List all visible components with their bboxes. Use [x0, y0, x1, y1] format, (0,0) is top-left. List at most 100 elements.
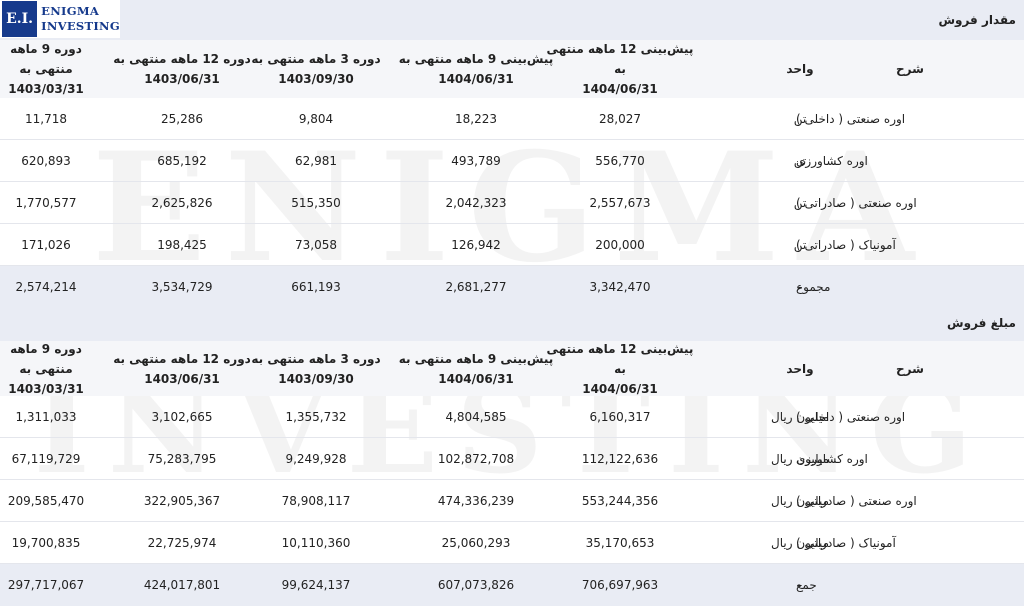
column-header-period: دوره 3 ماهه منتهی به 1403/09/30 [241, 341, 391, 396]
row-label: آمونیاک ( صادراتی ) [796, 238, 896, 252]
column-header-period: دوره 12 ماهه منتهی به 1403/06/31 [97, 341, 267, 396]
column-header-title: پیش‌بینی 9 ماهه منتهی به [398, 351, 554, 366]
row-value: 2,557,673 [589, 196, 651, 210]
row-unit: میلیون ریال [771, 494, 829, 508]
column-header-date: 1404/06/31 [582, 82, 658, 96]
row-value: 515,350 [291, 196, 341, 210]
column-header-title: دوره 9 ماهه منتهی به [10, 42, 82, 76]
column-header-date: 1404/06/31 [582, 381, 658, 396]
column-header-unit: واحد [760, 341, 840, 396]
row-value: 474,336,239 [437, 494, 515, 508]
row-value: 1,311,033 [15, 410, 77, 424]
row-value: 6,160,317 [589, 410, 651, 424]
row-value: 424,017,801 [143, 578, 221, 592]
column-header-date: 1403/09/30 [278, 371, 354, 386]
table-row: آمونیاک ( صادراتی ) تن 200,000 126,942 73,05… [0, 224, 1024, 266]
row-unit: میلیون ریال [771, 536, 829, 550]
row-label: اوره کشاورزی [796, 154, 868, 168]
column-header-title: پیش‌بینی 12 ماهه منتهی به [546, 42, 694, 76]
row-label: اوره صنعتی ( داخلی ) [796, 112, 906, 126]
row-value: 19,700,835 [11, 536, 81, 550]
row-value: 493,789 [451, 154, 501, 168]
row-divider [0, 437, 1024, 438]
column-header-period: پیش‌بینی 9 ماهه منتهی به 1404/06/31 [386, 341, 566, 396]
row-label: مجموع [796, 280, 831, 294]
column-header-text: شرح [896, 62, 924, 76]
row-value: 102,872,708 [437, 452, 515, 466]
row-value: 99,624,137 [281, 578, 351, 592]
row-value: 556,770 [595, 154, 645, 168]
row-divider [0, 563, 1024, 564]
row-value: 35,170,653 [585, 536, 655, 550]
row-value: 126,942 [451, 238, 501, 252]
row-divider [0, 521, 1024, 522]
table-header-row: شرح واحد پیش‌بینی 12 ماهه منتهی به 1404/06/… [0, 40, 1024, 98]
column-header-period: دوره 3 ماهه منتهی به 1403/09/30 [241, 40, 391, 98]
row-value: 706,697,963 [581, 578, 659, 592]
table-row: اوره صنعتی ( صادراتی ) تن 2,557,673 2,042,3… [0, 182, 1024, 224]
column-header-date: 1403/06/31 [144, 371, 220, 386]
column-header-period: پیش‌بینی 12 ماهه منتهی به 1404/06/31 [540, 341, 700, 396]
row-value: 22,725,974 [147, 536, 217, 550]
table-total-row: جمع - 706,697,963 607,073,826 99,624,137 424,… [0, 564, 1024, 606]
row-value: 67,119,729 [11, 452, 81, 466]
column-header-date: 1403/06/31 [144, 72, 220, 86]
column-header-period: دوره 12 ماهه منتهی به 1403/06/31 [97, 40, 267, 98]
column-header-text: شرح [896, 361, 924, 376]
row-value: 2,574,214 [15, 280, 77, 294]
row-value: 11,718 [25, 112, 67, 126]
column-header-date: 1404/06/31 [438, 371, 514, 386]
row-label: آمونیاک ( صادراتی ) [796, 536, 896, 550]
row-value: 620,893 [21, 154, 71, 168]
row-unit: تن [793, 238, 807, 252]
column-header-text: واحد [786, 361, 814, 376]
row-unit: تن [793, 112, 807, 126]
logo: E.I. ENIGMA INVESTING [0, 0, 120, 38]
row-unit: میلیون ریال [771, 452, 829, 466]
logo-line-2: INVESTING [41, 19, 120, 33]
row-value: 73,058 [295, 238, 337, 252]
table-row: اوره صنعتی ( داخلی ) تن 28,027 18,223 9,804 2… [0, 98, 1024, 140]
column-header-title: دوره 3 ماهه منتهی به [251, 52, 381, 66]
row-unit: میلیون ریال [771, 410, 829, 424]
row-value: 297,717,067 [7, 578, 85, 592]
row-unit: تن [793, 154, 807, 168]
row-value: 9,804 [298, 112, 334, 126]
column-header-title: دوره 12 ماهه منتهی به [113, 351, 251, 366]
column-header-text: واحد [786, 62, 814, 76]
row-value: 2,625,826 [151, 196, 213, 210]
table-row: اوره کشاورزی تن 556,770 493,789 62,981 685,19… [0, 140, 1024, 182]
column-header-description: شرح [896, 40, 1016, 98]
column-header-title: پیش‌بینی 12 ماهه منتهی به [546, 341, 694, 376]
row-unit: - [797, 578, 803, 592]
row-value: 607,073,826 [437, 578, 515, 592]
table-header-row: شرح واحد پیش‌بینی 12 ماهه منتهی به 1404/06/… [0, 341, 1024, 396]
row-unit: تن [793, 196, 807, 210]
logo-mark: E.I. [2, 1, 38, 37]
row-value: 28,027 [599, 112, 641, 126]
row-value: 171,026 [21, 238, 71, 252]
column-header-unit: واحد [760, 40, 840, 98]
row-value: 3,342,470 [589, 280, 651, 294]
row-value: 25,060,293 [441, 536, 511, 550]
logo-line-1: ENIGMA [41, 4, 100, 18]
table-row: اوره صنعتی ( داخلی ) میلیون ریال 6,160,317… [0, 396, 1024, 438]
row-value: 75,283,795 [147, 452, 217, 466]
row-label: اوره کشاورزی [796, 452, 868, 466]
row-value: 25,286 [161, 112, 203, 126]
row-value: 209,585,470 [7, 494, 85, 508]
row-value: 198,425 [157, 238, 207, 252]
row-value: 553,244,356 [581, 494, 659, 508]
table-row: آمونیاک ( صادراتی ) میلیون ریال 35,170,653… [0, 522, 1024, 564]
row-value: 685,192 [157, 154, 207, 168]
row-value: 78,908,117 [281, 494, 351, 508]
row-value: 2,681,277 [445, 280, 507, 294]
column-header-date: 1403/03/31 [8, 82, 84, 96]
row-value: 3,534,729 [151, 280, 213, 294]
row-divider [0, 479, 1024, 480]
section-title: مقدار فروش [0, 0, 1024, 40]
row-value: 1,770,577 [15, 196, 77, 210]
table-total-row: مجموع - 3,342,470 2,681,277 661,193 3,534,729… [0, 266, 1024, 308]
row-value: 4,804,585 [445, 410, 507, 424]
column-header-period: پیش‌بینی 12 ماهه منتهی به 1404/06/31 [540, 40, 700, 98]
